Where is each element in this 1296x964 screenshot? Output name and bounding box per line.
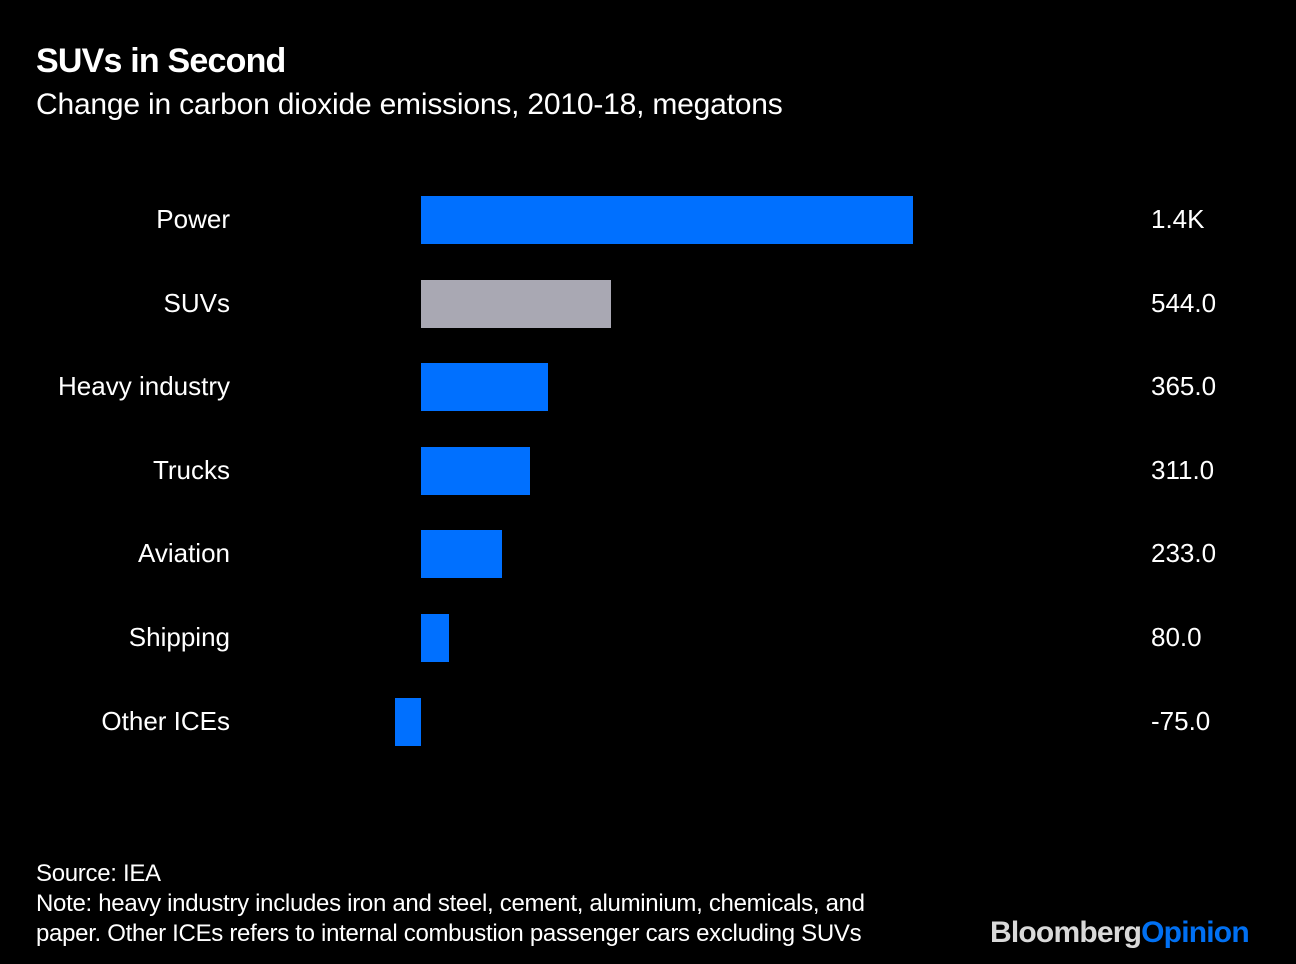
value-label: 80.0 <box>1151 622 1202 653</box>
bar <box>421 363 548 411</box>
logo-opinion: Opinion <box>1141 916 1249 949</box>
bar <box>421 530 502 578</box>
category-label: SUVs <box>164 288 230 319</box>
bar <box>421 614 449 662</box>
footnote-line-1: Note: heavy industry includes iron and s… <box>36 890 865 918</box>
source-note: Source: IEA <box>36 860 161 888</box>
bloomberg-opinion-logo: BloombergOpinion <box>990 916 1249 950</box>
value-label: 1.4K <box>1151 204 1205 235</box>
logo-bloomberg: Bloomberg <box>990 916 1141 949</box>
category-label: Trucks <box>153 455 230 486</box>
category-label: Other ICEs <box>101 706 230 737</box>
value-label: 311.0 <box>1151 455 1214 486</box>
value-label: 544.0 <box>1151 288 1216 319</box>
category-label: Shipping <box>129 622 230 653</box>
chart-title: SUVs in Second <box>36 42 286 81</box>
bar <box>421 196 913 244</box>
value-label: 233.0 <box>1151 538 1216 569</box>
bar <box>421 280 611 328</box>
category-label: Power <box>156 204 230 235</box>
value-label: 365.0 <box>1151 371 1216 402</box>
bar <box>421 447 530 495</box>
category-label: Heavy industry <box>58 371 230 402</box>
category-label: Aviation <box>138 538 230 569</box>
chart-subtitle: Change in carbon dioxide emissions, 2010… <box>36 88 783 122</box>
bar <box>395 698 421 746</box>
value-label: -75.0 <box>1151 706 1210 737</box>
footnote-line-2: paper. Other ICEs refers to internal com… <box>36 920 861 948</box>
